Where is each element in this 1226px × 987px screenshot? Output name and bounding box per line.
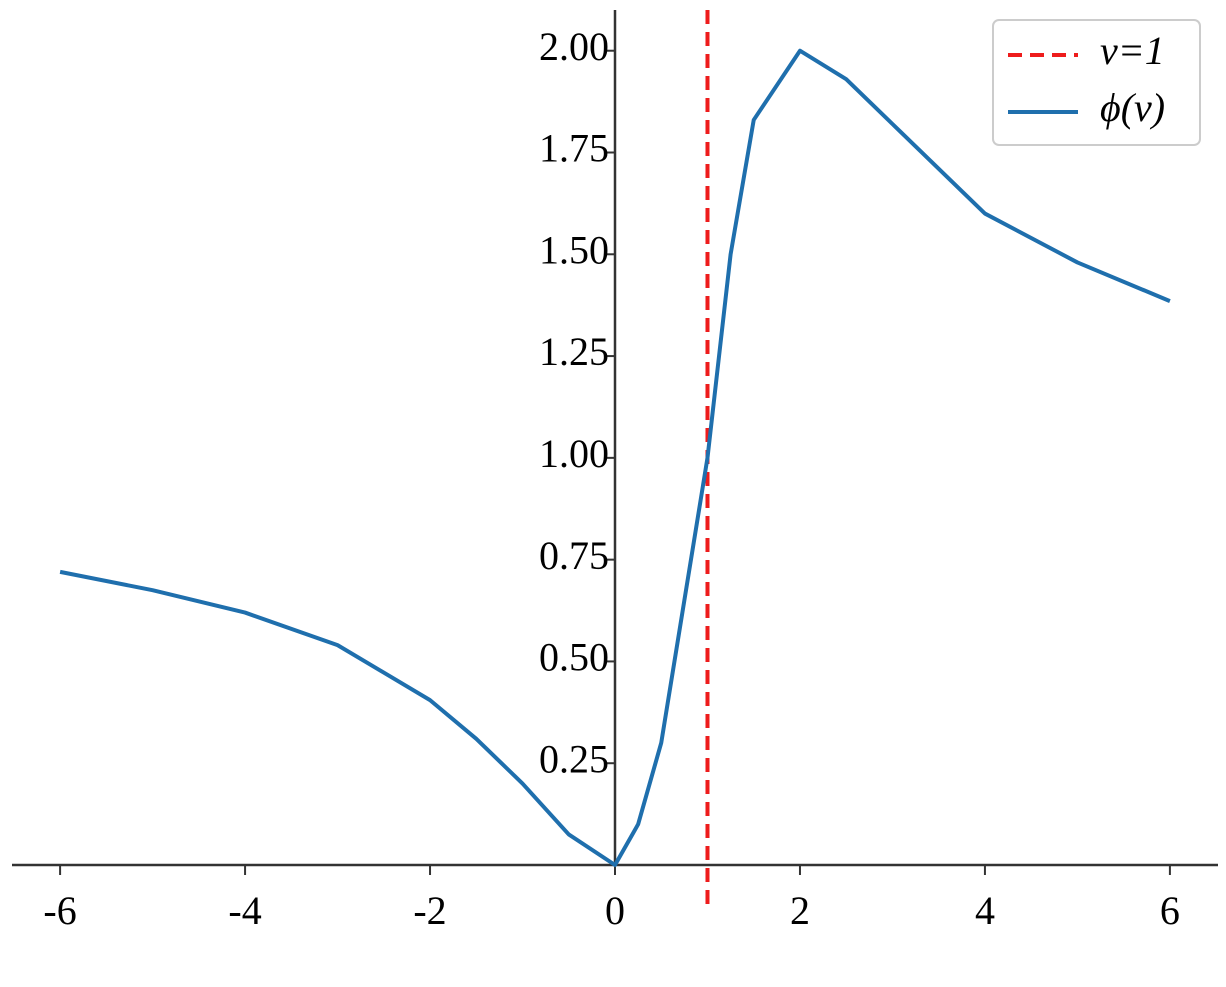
y-tick-label: 0.25 <box>539 736 609 781</box>
x-tick-label: -4 <box>228 888 261 933</box>
x-tick-label: 0 <box>605 888 625 933</box>
y-tick-label: 1.50 <box>539 227 609 272</box>
y-tick-label: 1.75 <box>539 126 609 171</box>
legend-label: v=1 <box>1100 28 1165 73</box>
y-tick-label: 0.75 <box>539 533 609 578</box>
y-tick-label: 0.50 <box>539 635 609 680</box>
y-tick-label: 1.25 <box>539 329 609 374</box>
x-tick-label: 6 <box>1160 888 1180 933</box>
series-line <box>59 48 1171 867</box>
y-tick-label: 2.00 <box>539 24 609 69</box>
legend: v=1 ϕ(v) <box>992 19 1201 146</box>
legend-box <box>992 19 1201 146</box>
x-tick-label: 4 <box>975 888 995 933</box>
legend-label: ϕ(v) <box>1100 85 1165 130</box>
x-tick-label: 2 <box>790 888 810 933</box>
x-tick-label: -2 <box>413 888 446 933</box>
y-tick-label: 1.00 <box>539 431 609 476</box>
x-tick-label: -6 <box>43 888 76 933</box>
